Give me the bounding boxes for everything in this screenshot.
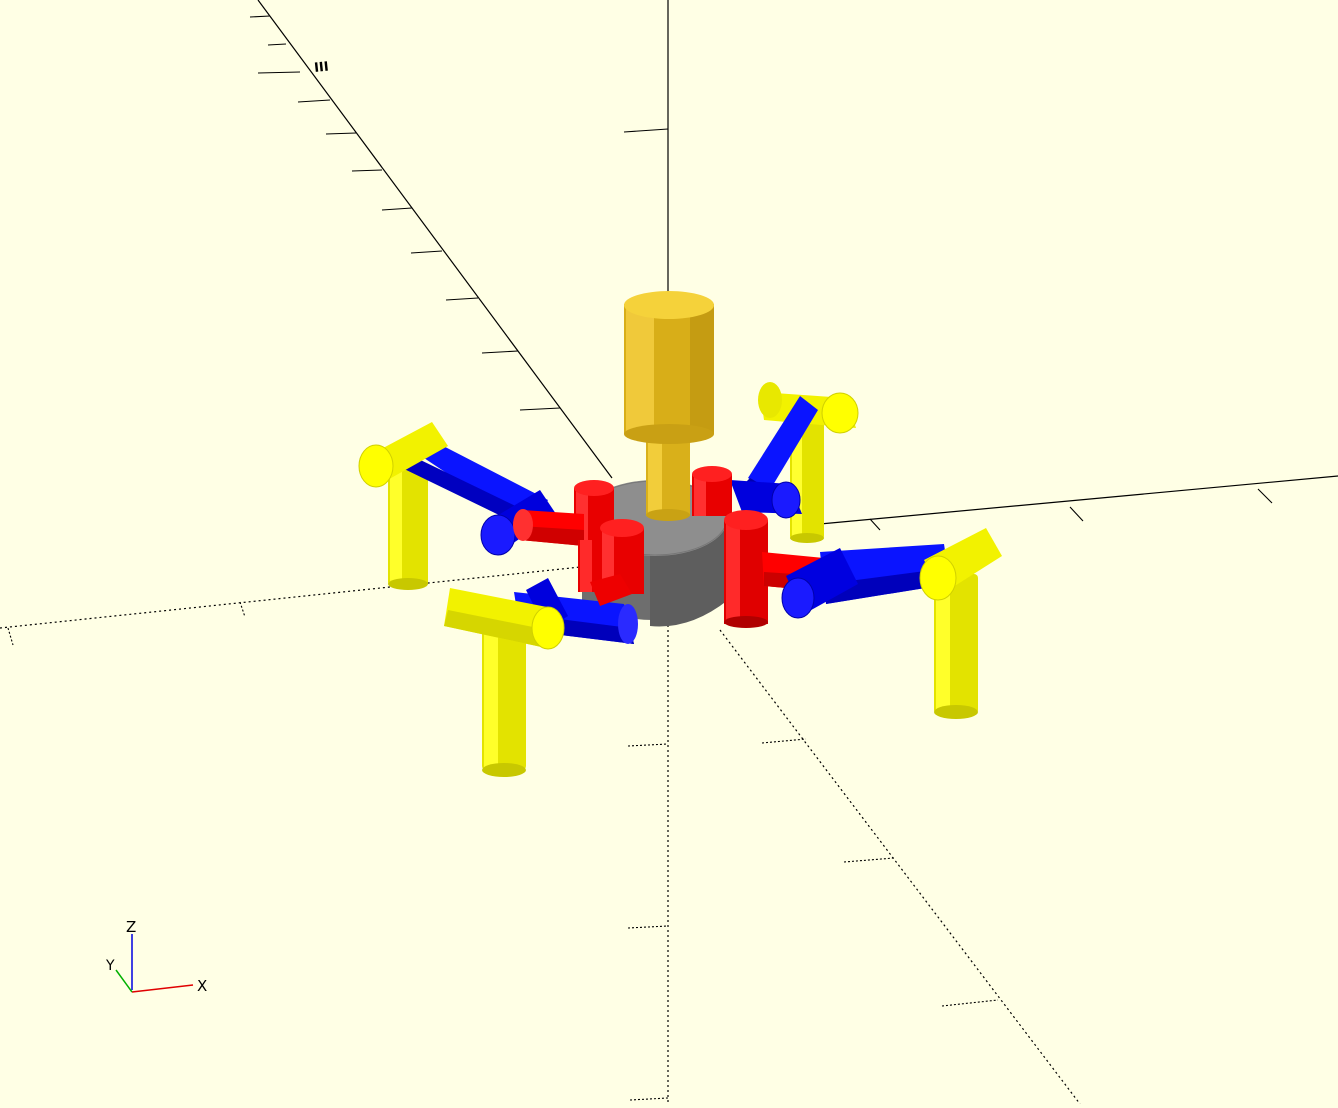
leg-front-left[interactable] bbox=[444, 574, 638, 777]
x-axis-positive bbox=[819, 475, 1338, 525]
widget-z-label: Z bbox=[126, 918, 136, 936]
axis-ticks bbox=[249, 15, 1273, 531]
axes-orientation-widget: Z X Y bbox=[105, 918, 207, 995]
scale-marker: III bbox=[313, 60, 329, 76]
widget-x-axis bbox=[131, 984, 194, 993]
leg-back-left[interactable] bbox=[358, 422, 556, 590]
widget-y-axis bbox=[115, 969, 133, 993]
scale-marker-label: III bbox=[313, 60, 329, 76]
x-axis-negative bbox=[0, 565, 591, 629]
leg-back-right[interactable] bbox=[730, 382, 859, 543]
widget-x-label: X bbox=[197, 977, 207, 995]
y-axis-negative bbox=[719, 629, 1081, 1105]
mast[interactable] bbox=[624, 291, 714, 521]
y-axis-positive bbox=[257, 0, 613, 479]
axis-ticks-dotted bbox=[7, 601, 999, 1101]
leg-front-right[interactable] bbox=[781, 528, 1002, 719]
widget-y-label: Y bbox=[105, 958, 115, 974]
hexapod-robot-model[interactable] bbox=[358, 291, 1002, 777]
